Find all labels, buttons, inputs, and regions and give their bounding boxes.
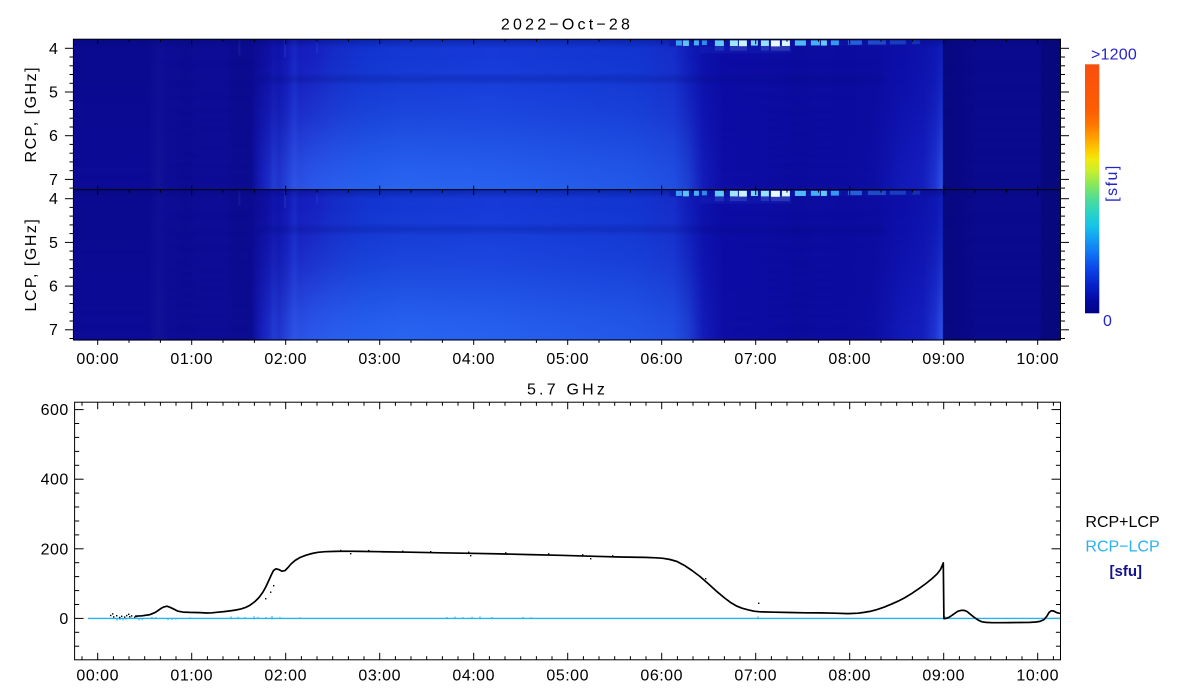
svg-text:[sfu]: [sfu]	[1104, 164, 1121, 202]
svg-text:5.7 GHz: 5.7 GHz	[527, 382, 608, 399]
svg-text:2022−Oct−28: 2022−Oct−28	[501, 17, 633, 34]
svg-text:10:00: 10:00	[1016, 668, 1059, 685]
svg-text:06:00: 06:00	[640, 351, 683, 368]
svg-text:01:00: 01:00	[170, 668, 213, 685]
svg-text:08:00: 08:00	[828, 351, 871, 368]
svg-text:RCP+LCP: RCP+LCP	[1085, 514, 1159, 531]
svg-text:5: 5	[49, 85, 58, 102]
svg-text:07:00: 07:00	[734, 351, 777, 368]
svg-text:03:00: 03:00	[358, 351, 401, 368]
svg-text:5: 5	[49, 235, 58, 252]
svg-text:600: 600	[41, 402, 69, 419]
svg-text:[sfu]: [sfu]	[1110, 563, 1143, 580]
svg-text:0: 0	[59, 611, 68, 628]
svg-text:09:00: 09:00	[922, 668, 965, 685]
svg-text:0: 0	[1103, 313, 1112, 330]
svg-text:06:00: 06:00	[640, 668, 683, 685]
svg-text:400: 400	[41, 472, 69, 489]
svg-text:4: 4	[49, 41, 58, 58]
svg-text:01:00: 01:00	[170, 351, 213, 368]
svg-text:09:00: 09:00	[922, 351, 965, 368]
svg-text:7: 7	[49, 172, 58, 189]
svg-text:>1200: >1200	[1091, 47, 1137, 64]
svg-text:7: 7	[49, 322, 58, 339]
svg-text:04:00: 04:00	[452, 351, 495, 368]
svg-text:05:00: 05:00	[546, 351, 589, 368]
svg-text:200: 200	[41, 541, 69, 558]
svg-text:07:00: 07:00	[734, 668, 777, 685]
svg-text:RCP−LCP: RCP−LCP	[1085, 539, 1159, 556]
svg-text:03:00: 03:00	[358, 668, 401, 685]
svg-text:00:00: 00:00	[76, 668, 119, 685]
svg-text:04:00: 04:00	[452, 668, 495, 685]
svg-text:6: 6	[49, 279, 58, 296]
svg-text:10:00: 10:00	[1016, 351, 1059, 368]
svg-text:02:00: 02:00	[264, 668, 307, 685]
svg-text:RCP, [GHz]: RCP, [GHz]	[23, 66, 40, 163]
svg-text:05:00: 05:00	[546, 668, 589, 685]
svg-text:00:00: 00:00	[76, 351, 119, 368]
svg-text:4: 4	[49, 191, 58, 208]
svg-text:LCP, [GHz]: LCP, [GHz]	[23, 218, 40, 312]
svg-text:08:00: 08:00	[828, 668, 871, 685]
svg-text:02:00: 02:00	[264, 351, 307, 368]
svg-text:6: 6	[49, 128, 58, 145]
